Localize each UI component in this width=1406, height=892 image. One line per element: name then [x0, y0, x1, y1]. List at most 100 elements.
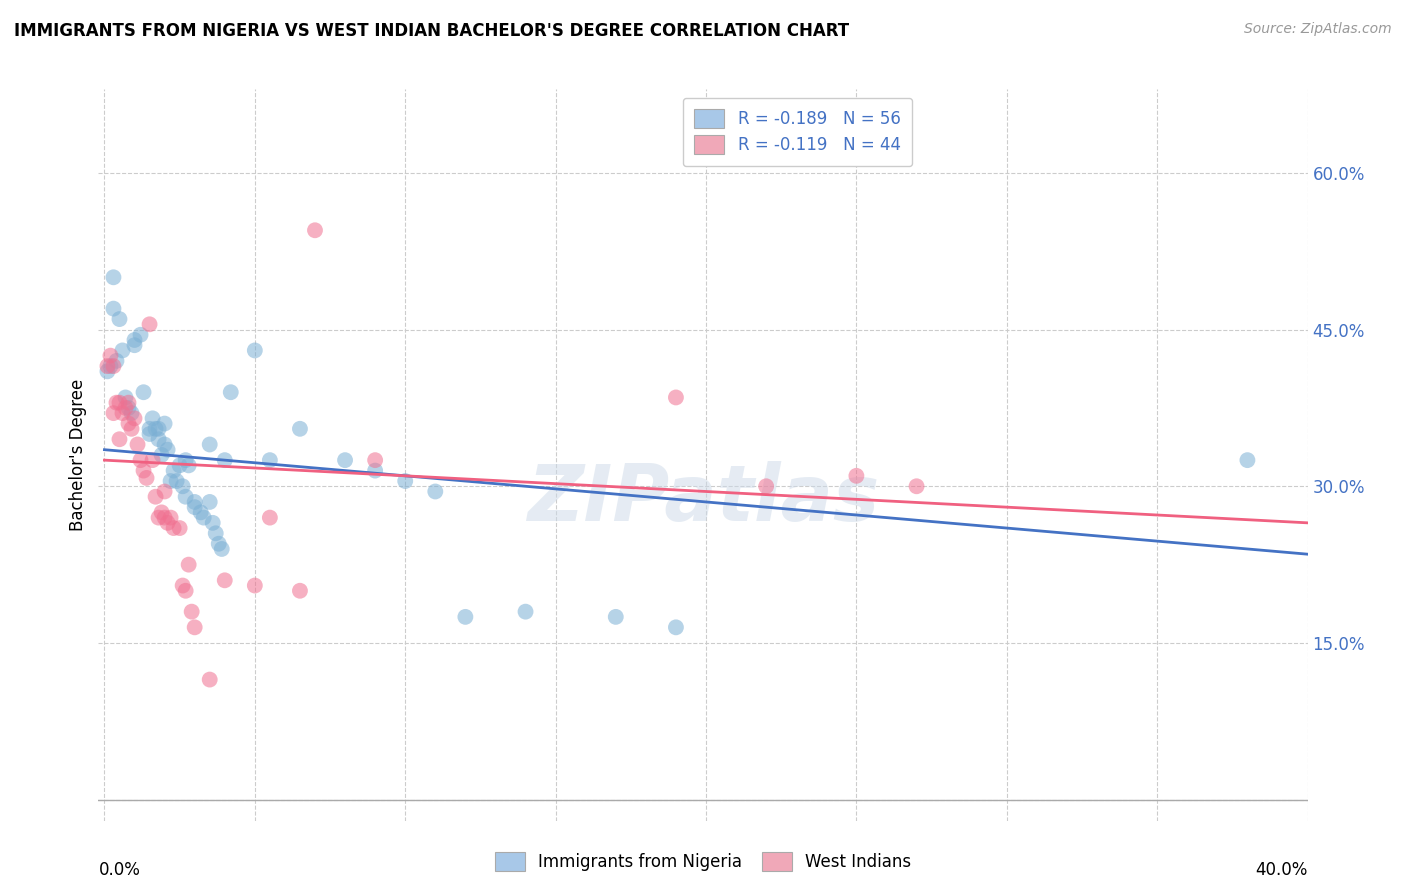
Point — [198, 495, 221, 509]
Point — [117, 417, 139, 431]
Point — [108, 312, 131, 326]
Text: 40.0%: 40.0% — [1256, 861, 1308, 879]
Point — [183, 495, 205, 509]
Point — [162, 464, 184, 478]
Point — [129, 327, 152, 342]
Point — [243, 578, 266, 592]
Point — [172, 578, 194, 592]
Point — [259, 510, 281, 524]
Point — [177, 558, 200, 572]
Point — [114, 401, 136, 415]
Point — [156, 442, 179, 457]
Point — [208, 537, 231, 551]
Point — [204, 526, 226, 541]
Point — [103, 270, 125, 285]
Point — [333, 453, 356, 467]
Text: IMMIGRANTS FROM NIGERIA VS WEST INDIAN BACHELOR'S DEGREE CORRELATION CHART: IMMIGRANTS FROM NIGERIA VS WEST INDIAN B… — [14, 22, 849, 40]
Point — [425, 484, 447, 499]
Point — [905, 479, 928, 493]
Text: 0.0%: 0.0% — [98, 861, 141, 879]
Point — [288, 422, 311, 436]
Point — [150, 448, 173, 462]
Point — [755, 479, 778, 493]
Y-axis label: Bachelor's Degree: Bachelor's Degree — [69, 379, 87, 531]
Point — [166, 474, 188, 488]
Point — [135, 471, 157, 485]
Legend: Immigrants from Nigeria, West Indians: Immigrants from Nigeria, West Indians — [488, 846, 918, 878]
Point — [214, 574, 236, 588]
Point — [138, 427, 160, 442]
Point — [198, 437, 221, 451]
Point — [159, 510, 181, 524]
Point — [148, 432, 170, 446]
Point — [132, 385, 155, 400]
Point — [162, 521, 184, 535]
Text: ZIPatlas: ZIPatlas — [527, 461, 879, 537]
Point — [111, 343, 134, 358]
Point — [96, 364, 118, 378]
Point — [138, 422, 160, 436]
Point — [515, 605, 537, 619]
Point — [172, 479, 194, 493]
Point — [153, 417, 176, 431]
Point — [127, 437, 149, 451]
Point — [665, 620, 688, 634]
Point — [121, 406, 143, 420]
Point — [124, 411, 146, 425]
Point — [183, 500, 205, 515]
Point — [211, 541, 233, 556]
Point — [605, 610, 627, 624]
Point — [259, 453, 281, 467]
Point — [304, 223, 326, 237]
Text: Source: ZipAtlas.com: Source: ZipAtlas.com — [1244, 22, 1392, 37]
Point — [148, 510, 170, 524]
Point — [243, 343, 266, 358]
Point — [129, 453, 152, 467]
Point — [159, 474, 181, 488]
Point — [145, 422, 167, 436]
Point — [150, 505, 173, 519]
Point — [665, 391, 688, 405]
Point — [117, 401, 139, 415]
Point — [142, 411, 165, 425]
Point — [148, 422, 170, 436]
Point — [108, 432, 131, 446]
Point — [108, 395, 131, 409]
Point — [190, 505, 212, 519]
Point — [1236, 453, 1258, 467]
Point — [138, 318, 160, 332]
Point — [193, 510, 215, 524]
Point — [177, 458, 200, 473]
Point — [124, 338, 146, 352]
Point — [364, 464, 387, 478]
Point — [100, 349, 122, 363]
Point — [201, 516, 224, 530]
Point — [96, 359, 118, 373]
Point — [145, 490, 167, 504]
Point — [214, 453, 236, 467]
Point — [454, 610, 477, 624]
Point — [174, 583, 197, 598]
Point — [103, 359, 125, 373]
Point — [105, 395, 128, 409]
Point — [394, 474, 416, 488]
Point — [117, 395, 139, 409]
Point — [183, 620, 205, 634]
Point — [153, 484, 176, 499]
Point — [111, 406, 134, 420]
Point — [121, 422, 143, 436]
Point — [219, 385, 242, 400]
Point — [169, 521, 191, 535]
Point — [103, 301, 125, 316]
Point — [132, 464, 155, 478]
Point — [103, 406, 125, 420]
Point — [174, 453, 197, 467]
Point — [364, 453, 387, 467]
Point — [153, 510, 176, 524]
Point — [153, 437, 176, 451]
Point — [845, 468, 868, 483]
Point — [142, 453, 165, 467]
Point — [100, 359, 122, 373]
Point — [198, 673, 221, 687]
Point — [180, 605, 202, 619]
